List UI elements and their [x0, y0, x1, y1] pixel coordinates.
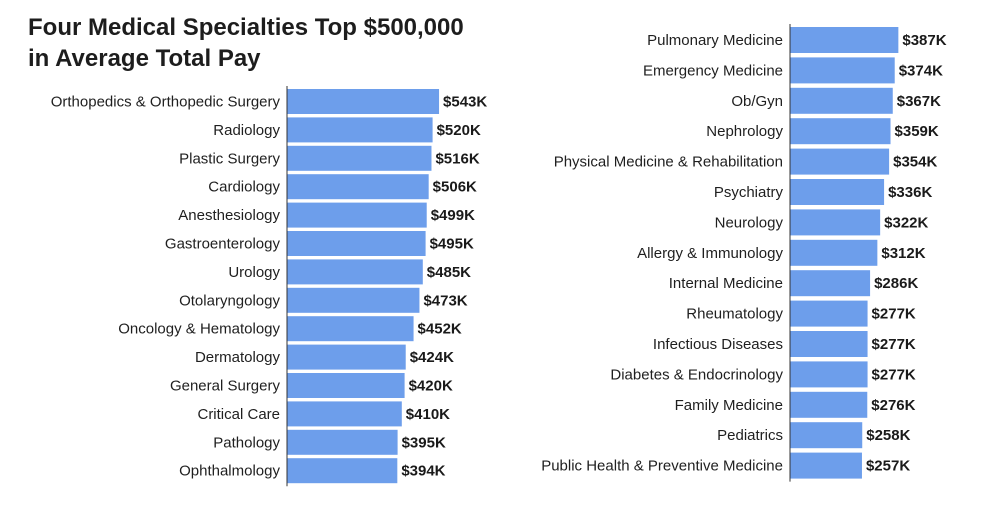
value-label: $424K — [410, 349, 454, 366]
value-label: $485K — [427, 264, 471, 281]
category-label: Gastroenterology — [165, 236, 281, 253]
category-label: Critical Care — [197, 406, 280, 423]
category-label: Emergency Medicine — [643, 62, 783, 79]
value-label: $420K — [409, 378, 453, 395]
value-label: $277K — [872, 366, 916, 383]
value-label: $277K — [872, 306, 916, 323]
value-label: $506K — [433, 179, 477, 196]
bar — [287, 373, 405, 398]
value-label: $499K — [431, 207, 475, 224]
bar — [287, 344, 406, 370]
bar — [287, 202, 427, 228]
value-label: $322K — [884, 214, 928, 231]
value-label: $543K — [443, 94, 487, 111]
bar — [287, 231, 426, 256]
bar — [790, 27, 899, 53]
bar — [287, 316, 414, 342]
bar-chart-1: Orthopedics & Orthopedic Surgery $543K Rad… — [51, 86, 487, 487]
category-label: Family Medicine — [675, 397, 783, 414]
category-label: Nephrology — [706, 123, 783, 140]
value-label: $336K — [888, 184, 932, 201]
chart-title-line-1: Four Medical Specialties Top $500,000 — [28, 14, 464, 41]
category-label: Anesthesiology — [178, 207, 280, 224]
category-label: General Surgery — [170, 378, 281, 395]
bar — [790, 57, 895, 84]
bar — [287, 401, 402, 427]
category-label: Pulmonary Medicine — [647, 32, 783, 49]
bar — [790, 422, 863, 449]
bar — [287, 458, 398, 484]
bar — [287, 287, 420, 313]
bar — [790, 391, 868, 418]
value-label: $257K — [866, 458, 910, 475]
bar — [790, 361, 868, 388]
bar — [287, 89, 440, 114]
chart-title: Four Medical Specialties Top $500,000 in… — [28, 12, 508, 74]
value-label: $410K — [406, 406, 450, 423]
value-label: $452K — [418, 321, 462, 338]
bar — [790, 452, 862, 479]
value-label: $286K — [874, 275, 918, 292]
bar — [790, 209, 881, 236]
bar — [790, 87, 893, 114]
bar — [790, 239, 878, 266]
category-label: Dermatology — [195, 349, 281, 366]
category-label: Radiology — [213, 122, 280, 139]
bar — [790, 270, 871, 297]
category-label: Infectious Diseases — [653, 336, 783, 353]
bar — [790, 148, 890, 175]
category-label: Pediatrics — [717, 427, 783, 444]
value-label: $516K — [435, 150, 479, 167]
category-label: Ob/Gyn — [731, 93, 783, 110]
category-label: Orthopedics & Orthopedic Surgery — [51, 94, 281, 111]
bar — [287, 117, 433, 143]
category-label: Otolaryngology — [179, 292, 280, 309]
value-label: $473K — [423, 292, 467, 309]
category-label: Psychiatry — [714, 184, 784, 201]
bar — [790, 179, 885, 205]
category-label: Public Health & Preventive Medicine — [541, 458, 783, 475]
category-label: Neurology — [715, 214, 784, 231]
bar — [790, 300, 868, 327]
value-label: $495K — [430, 236, 474, 253]
value-label: $374K — [899, 62, 943, 79]
bar-chart-2: Pulmonary Medicine $387K Emergency Medicin… — [541, 24, 947, 482]
category-label: Rheumatology — [686, 306, 783, 323]
category-label: Urology — [228, 264, 280, 281]
bar — [790, 118, 891, 145]
category-label: Internal Medicine — [669, 275, 783, 292]
category-label: Physical Medicine & Rehabilitation — [554, 154, 783, 171]
value-label: $276K — [871, 397, 915, 414]
value-label: $520K — [437, 122, 481, 139]
value-label: $394K — [401, 463, 445, 480]
bar — [287, 259, 423, 285]
category-label: Ophthalmology — [179, 463, 280, 480]
value-label: $277K — [872, 336, 916, 353]
bar — [287, 429, 398, 455]
value-label: $387K — [902, 32, 946, 49]
value-label: $258K — [866, 427, 910, 444]
category-label: Diabetes & Endocrinology — [610, 366, 783, 383]
value-label: $395K — [402, 434, 446, 451]
category-label: Plastic Surgery — [179, 150, 280, 167]
category-label: Cardiology — [208, 179, 280, 196]
chart-title-line-2: in Average Total Pay — [28, 45, 261, 72]
bar — [287, 145, 432, 171]
category-label: Allergy & Immunology — [637, 245, 783, 262]
value-label: $354K — [893, 154, 937, 171]
category-label: Oncology & Hematology — [118, 321, 280, 338]
value-label: $312K — [881, 245, 925, 262]
value-label: $367K — [897, 93, 941, 110]
value-label: $359K — [895, 123, 939, 140]
bar — [790, 331, 868, 357]
bar — [287, 174, 429, 200]
category-label: Pathology — [213, 434, 280, 451]
